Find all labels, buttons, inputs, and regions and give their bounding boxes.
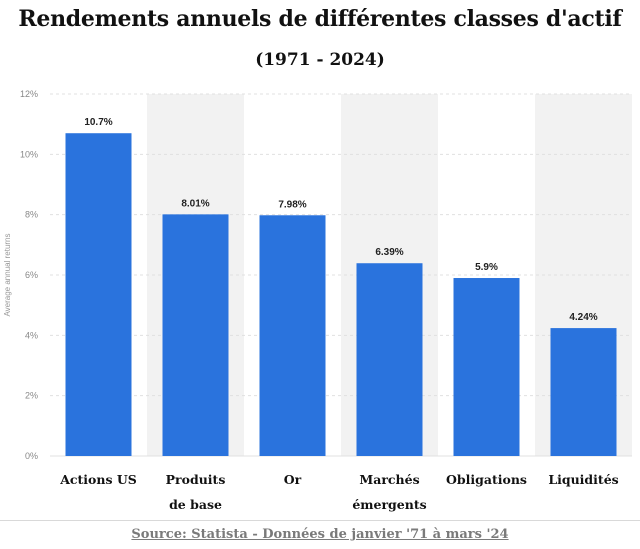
footer-divider [0,520,640,521]
bar [453,278,520,456]
y-tick-label: 10% [20,149,38,159]
bar-value-label: 4.24% [569,312,597,323]
bar [162,214,229,456]
x-category-label: Produits [166,472,226,487]
x-category-label: Liquidités [548,472,618,487]
x-category-label: de base [169,497,222,512]
y-tick-label: 4% [25,330,38,340]
x-category-label: émergents [352,497,426,512]
bar-value-label: 6.39% [375,247,403,258]
bar-value-label: 5.9% [475,262,498,273]
bar [550,328,617,456]
y-tick-label: 8% [25,210,38,220]
x-category-label: Obligations [446,472,527,487]
y-tick-label: 2% [25,391,38,401]
source-link[interactable]: Source: Statista - Données de janvier '7… [131,527,509,542]
y-axis-label: Average annual returns [3,233,12,316]
bar-value-label: 7.98% [278,199,306,210]
x-category-label: Or [284,472,302,487]
x-category-label: Marchés [359,472,419,487]
bar [356,263,423,456]
chart-subtitle: (1971 - 2024) [255,50,385,70]
y-tick-label: 6% [25,270,38,280]
bar [65,133,132,456]
bar [259,215,326,456]
bar-value-label: 10.7% [84,117,112,128]
y-tick-label: 12% [20,89,38,99]
x-category-label: Actions US [59,472,137,487]
chart-title: Rendements annuels de différentes classe… [18,6,622,32]
bar-value-label: 8.01% [181,198,209,209]
y-tick-label: 0% [25,451,38,461]
